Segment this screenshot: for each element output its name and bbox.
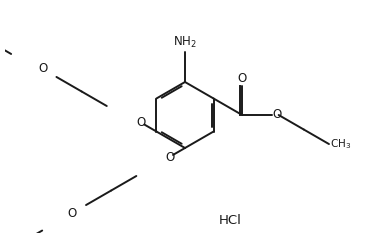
Text: NH$_2$: NH$_2$ xyxy=(173,35,197,50)
Text: CH$_3$: CH$_3$ xyxy=(330,137,351,151)
Text: O: O xyxy=(238,72,247,85)
Text: HCl: HCl xyxy=(219,213,242,226)
Text: O: O xyxy=(165,151,174,164)
Text: O: O xyxy=(68,207,77,220)
Text: O: O xyxy=(39,62,48,75)
Text: O: O xyxy=(137,116,146,129)
Text: O: O xyxy=(273,109,282,121)
